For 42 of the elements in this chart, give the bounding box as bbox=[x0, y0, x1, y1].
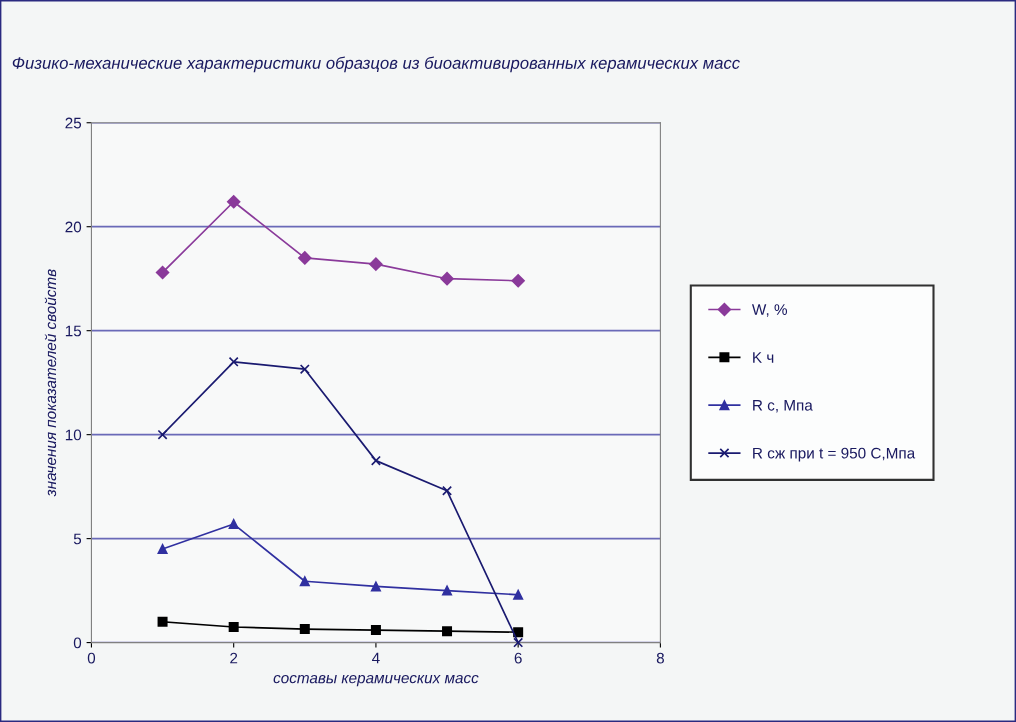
point bbox=[370, 581, 381, 592]
legend-label: R c, Мпа bbox=[753, 400, 813, 413]
point bbox=[228, 621, 239, 632]
y-tick-label: 5 bbox=[73, 533, 82, 545]
point bbox=[442, 626, 453, 637]
y-tick-label: 10 bbox=[65, 429, 82, 441]
legend-label: R сж при t = 950 С,Мпа bbox=[753, 447, 916, 462]
x-tick-label: 0 bbox=[87, 652, 96, 664]
y-tick-label: 0 bbox=[73, 637, 82, 649]
x-axis-title: составы керамических масс bbox=[273, 674, 479, 687]
point bbox=[155, 265, 170, 280]
point bbox=[442, 585, 453, 596]
chart-title: Физико-механические характеристики образцов из биоактивированных керамических масс bbox=[12, 56, 740, 73]
point bbox=[157, 544, 168, 555]
point bbox=[228, 519, 239, 530]
point bbox=[228, 356, 239, 367]
point bbox=[298, 251, 312, 265]
point bbox=[370, 455, 381, 466]
point bbox=[157, 429, 168, 440]
point bbox=[157, 616, 168, 627]
y-tick-label: 25 bbox=[65, 117, 82, 129]
point bbox=[369, 257, 383, 271]
point bbox=[440, 271, 454, 286]
point bbox=[226, 195, 241, 209]
x-tick-label: 8 bbox=[656, 652, 664, 664]
point bbox=[370, 625, 381, 636]
x-tick-label: 2 bbox=[230, 652, 238, 664]
y-axis-title: значения показателей свойств bbox=[44, 269, 57, 497]
y-tick-label: 20 bbox=[65, 221, 82, 233]
point bbox=[513, 637, 524, 648]
point bbox=[299, 364, 310, 375]
y-tick-label: 15 bbox=[65, 325, 82, 337]
legend-label: W, % bbox=[751, 304, 788, 317]
point bbox=[299, 576, 310, 587]
x-tick-label: 6 bbox=[514, 652, 522, 664]
point bbox=[511, 274, 525, 288]
point bbox=[513, 589, 524, 600]
point bbox=[299, 624, 310, 635]
x-tick-label: 4 bbox=[372, 652, 380, 664]
point bbox=[442, 485, 453, 496]
legend-label: K ч bbox=[753, 352, 774, 363]
point bbox=[513, 627, 524, 638]
